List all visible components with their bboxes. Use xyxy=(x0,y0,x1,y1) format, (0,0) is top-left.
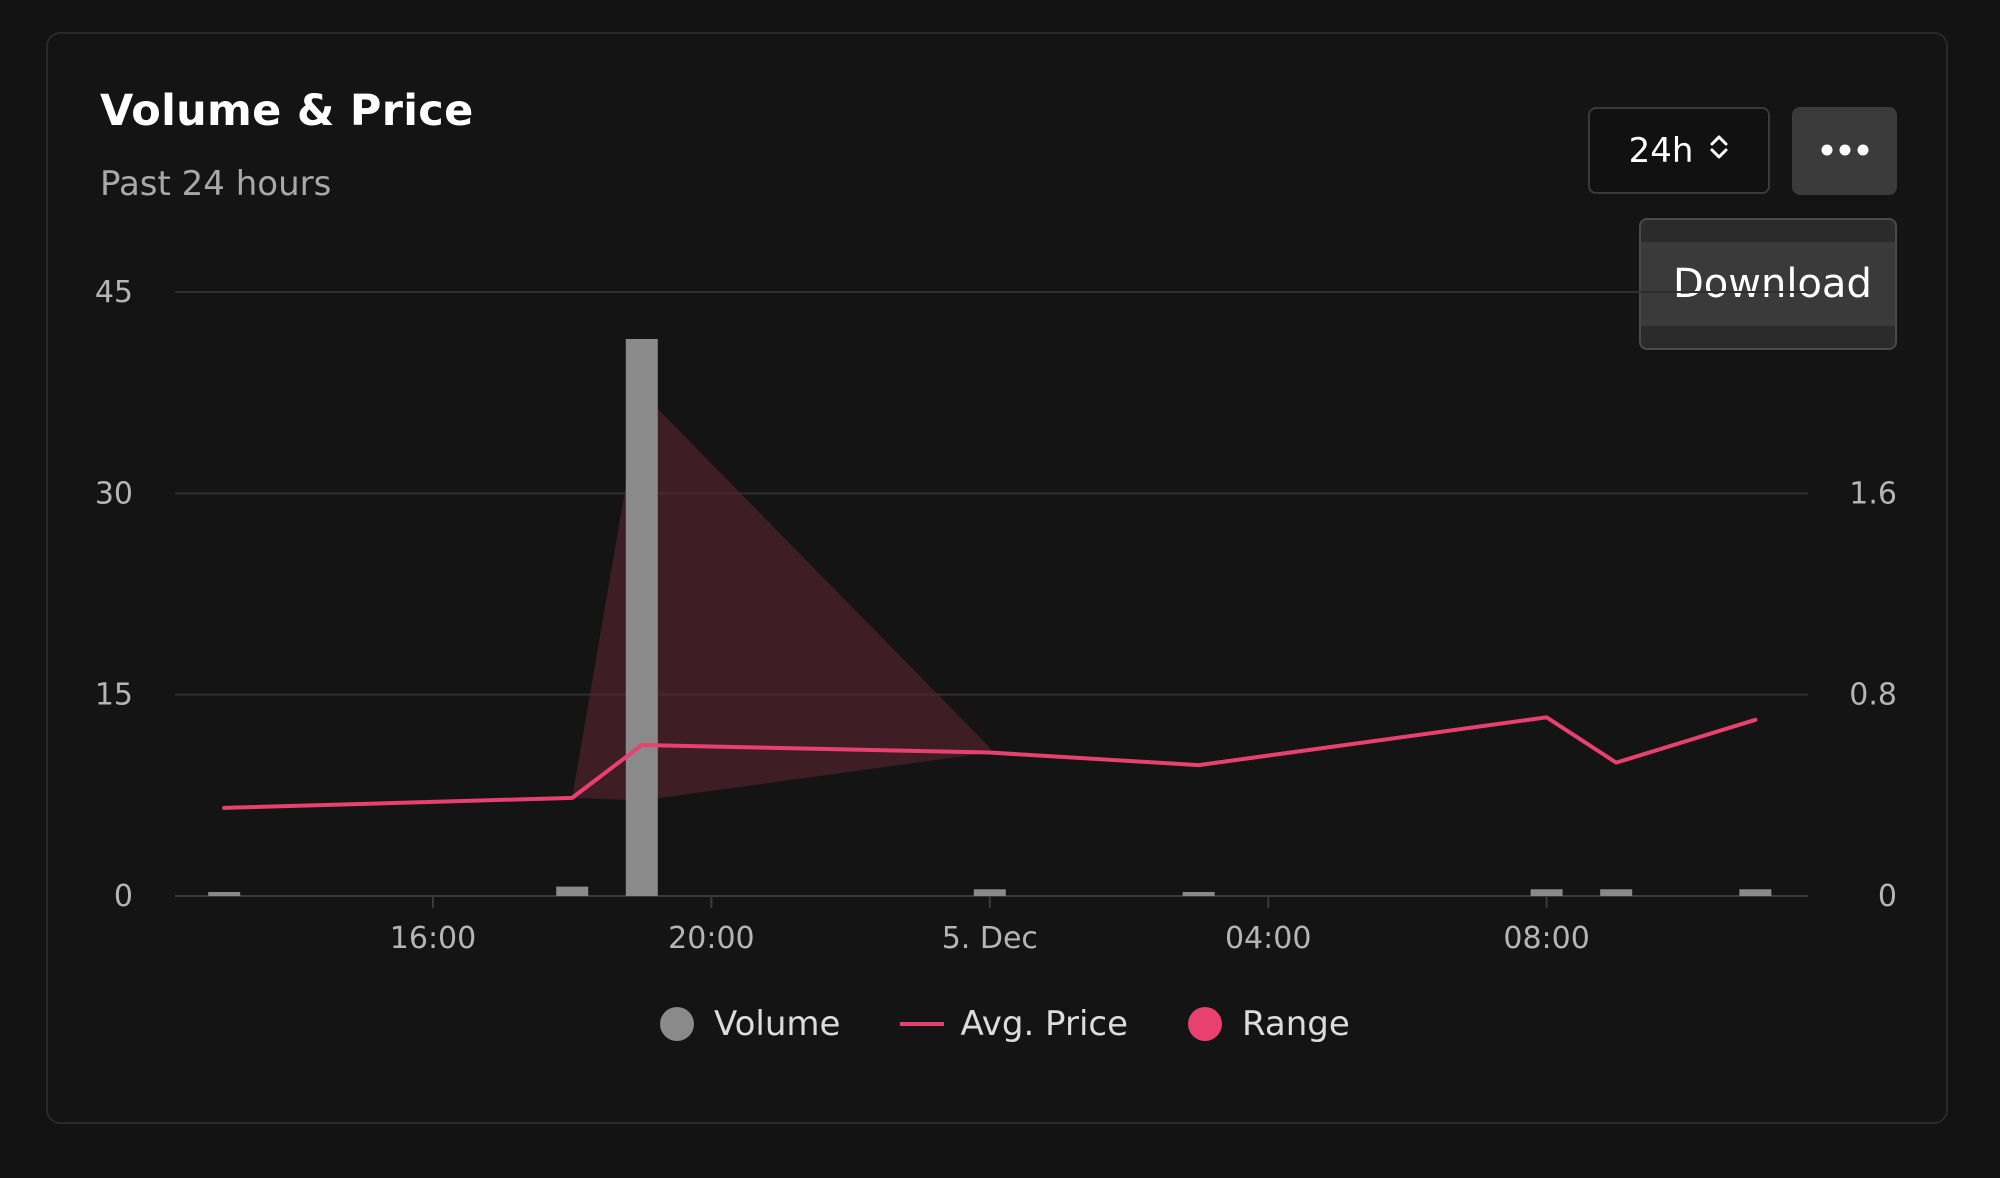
chevron-up-down-icon xyxy=(1709,131,1729,171)
y-right-tick-label: 0 xyxy=(1878,879,1897,914)
volume-series xyxy=(208,338,1772,896)
ellipsis-icon xyxy=(1820,142,1870,161)
legend-item-range[interactable]: Range xyxy=(1188,1004,1350,1044)
volume-bar[interactable] xyxy=(973,889,1006,896)
y-right-tick-label: 1.6 xyxy=(1849,476,1897,511)
x-tick-label: 20:00 xyxy=(668,921,754,956)
range-series xyxy=(572,392,990,801)
avg-price-series xyxy=(222,715,1758,810)
legend-item-avg-price[interactable]: Avg. Price xyxy=(900,1004,1128,1044)
legend-avg-price-label: Avg. Price xyxy=(960,1004,1128,1044)
avg-price-line[interactable] xyxy=(222,715,1758,810)
volume-bar[interactable] xyxy=(556,886,589,896)
volume-bar[interactable] xyxy=(625,338,658,896)
volume-bar[interactable] xyxy=(1182,891,1215,896)
range-select[interactable]: 24h xyxy=(1588,107,1770,194)
range-select-value: 24h xyxy=(1628,130,1694,171)
more-options-button[interactable] xyxy=(1792,107,1897,195)
x-tick-label: 16:00 xyxy=(390,921,476,956)
y-left-tick-label: 45 xyxy=(95,275,133,310)
grid xyxy=(175,291,1808,897)
y-left-tick-label: 0 xyxy=(114,879,133,914)
legend-range-label: Range xyxy=(1242,1004,1350,1044)
chart-legend: Volume Avg. Price Range xyxy=(660,995,1410,1053)
y-left-tick-label: 30 xyxy=(95,476,133,511)
chart-subtitle: Past 24 hours xyxy=(100,164,332,204)
range-area xyxy=(572,392,990,801)
y-left-tick-label: 15 xyxy=(95,678,133,713)
legend-volume-marker xyxy=(660,1007,694,1041)
x-tick-label: 08:00 xyxy=(1503,921,1589,956)
volume-bar[interactable] xyxy=(208,891,241,896)
axes: 0 15 30 45 0 0.8 1.6 16:00 20:00 5. Dec 04:00 08:00 xyxy=(95,275,1897,956)
volume-bar[interactable] xyxy=(1739,889,1772,896)
x-tick-label: 5. Dec xyxy=(942,921,1038,956)
chart-title: Volume & Price xyxy=(100,86,474,136)
chart-card xyxy=(46,32,1948,1124)
legend-avg-price-marker xyxy=(900,1022,945,1026)
export-menu: Download xyxy=(1639,218,1897,350)
download-menu-item[interactable]: Download xyxy=(1641,242,1895,326)
legend-volume-label: Volume xyxy=(714,1004,841,1044)
volume-bar[interactable] xyxy=(1600,889,1633,896)
volume-bar[interactable] xyxy=(1530,889,1563,896)
x-tick-label: 04:00 xyxy=(1225,921,1311,956)
y-right-tick-label: 0.8 xyxy=(1849,678,1897,713)
legend-item-volume[interactable]: Volume xyxy=(660,1004,840,1044)
legend-range-marker xyxy=(1188,1007,1222,1041)
